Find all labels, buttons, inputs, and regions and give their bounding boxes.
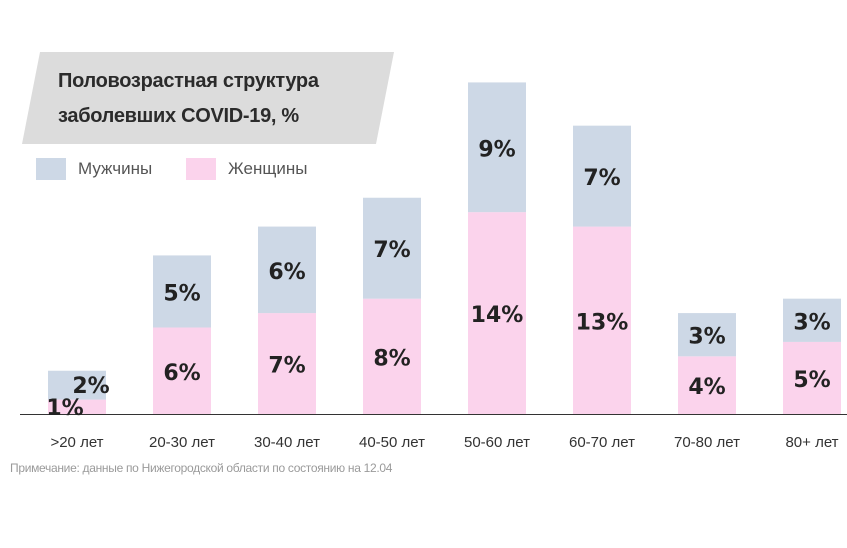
- bar-women-0: [48, 399, 106, 414]
- data-label-men-0: 2%: [72, 374, 109, 399]
- data-label-women-1: 6%: [163, 361, 200, 386]
- x-tick-label-6: 70-80 лет: [674, 434, 740, 451]
- data-label-women-7: 5%: [793, 368, 830, 393]
- x-tick-label-5: 60-70 лет: [569, 434, 635, 451]
- x-tick-label-0: >20 лет: [50, 434, 103, 451]
- legend-item-women: Женщины: [186, 158, 307, 180]
- data-label-men-4: 9%: [478, 137, 515, 162]
- data-label-men-7: 3%: [793, 310, 830, 335]
- bar-women-2: [258, 313, 316, 414]
- bar-men-6: [678, 313, 736, 357]
- bar-men-1: [153, 255, 211, 328]
- bar-women-5: [573, 226, 631, 414]
- bar-women-3: [363, 298, 421, 414]
- bar-women-7: [783, 341, 841, 414]
- x-tick-label-7: 80+ лет: [785, 434, 838, 451]
- data-label-men-5: 7%: [583, 166, 620, 191]
- stacked-bar-chart: 1%2% >20 лет 6% 5% 20-30 лет 7% 6% 30-40 лет 8% 7…: [20, 82, 847, 451]
- bar-men-7: [783, 298, 841, 342]
- legend-item-men: Мужчины: [36, 158, 152, 180]
- chart-title: Половозрастная структура заболевших COVI…: [58, 70, 319, 127]
- data-label-men-6: 3%: [688, 325, 725, 350]
- x-tick-label-4: 50-60 лет: [464, 434, 530, 451]
- bar-men-5: [573, 125, 631, 227]
- data-label-women-2: 7%: [268, 354, 305, 379]
- title-banner: [22, 52, 394, 144]
- legend-swatch-women: [186, 158, 216, 180]
- data-label-women-6: 4%: [688, 375, 725, 400]
- legend-label-men: Мужчины: [78, 159, 153, 178]
- footnote: Примечание: данные по Нижегородской обла…: [10, 461, 393, 475]
- data-label-women-5: 13%: [576, 310, 629, 335]
- bar-men-0: [48, 370, 106, 400]
- bar-women-1: [153, 327, 211, 414]
- data-label-men-3: 7%: [373, 238, 410, 263]
- bar-women-6: [678, 356, 736, 414]
- data-label-men-2: 6%: [268, 260, 305, 285]
- bar-men-2: [258, 226, 316, 314]
- x-tick-label-1: 20-30 лет: [149, 434, 215, 451]
- bar-men-3: [363, 197, 421, 299]
- data-label-men-1: 5%: [163, 281, 200, 306]
- bar-men-4: [468, 82, 526, 213]
- x-tick-label-2: 30-40 лет: [254, 434, 320, 451]
- data-label-women-3: 8%: [373, 346, 410, 371]
- legend-label-women: Женщины: [228, 159, 308, 178]
- data-label-women-4: 14%: [471, 303, 524, 328]
- bar-women-4: [468, 212, 526, 414]
- legend-swatch-men: [36, 158, 66, 180]
- x-tick-label-3: 40-50 лет: [359, 434, 425, 451]
- data-label-women-0: 1%: [46, 396, 83, 421]
